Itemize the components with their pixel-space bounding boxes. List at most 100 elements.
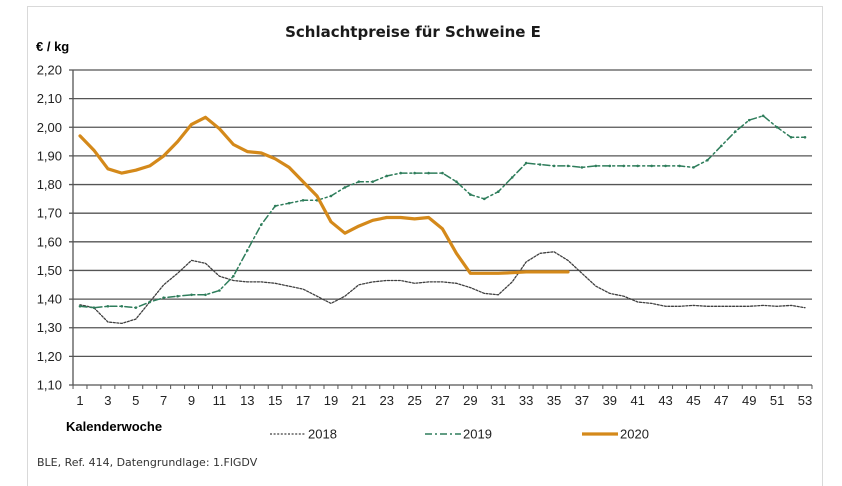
x-tick-label: 49 <box>742 393 756 408</box>
x-axis-label: Kalenderwoche <box>66 419 162 434</box>
data-point-2019 <box>581 166 584 169</box>
data-point-2019 <box>567 165 570 168</box>
legend-label-2019: 2019 <box>463 427 492 442</box>
data-point-2019 <box>692 166 695 169</box>
data-point-2019 <box>804 136 807 139</box>
data-point-2019 <box>511 176 514 179</box>
series-line-2018 <box>80 252 805 324</box>
data-point-2019 <box>413 172 416 175</box>
x-tick-label: 7 <box>160 393 167 408</box>
gridlines <box>69 70 812 356</box>
x-tick-label: 13 <box>240 393 254 408</box>
x-tick-label: 35 <box>547 393 561 408</box>
y-tick-label: 1,20 <box>37 349 62 364</box>
legend-item-2018: 2018 <box>270 427 337 442</box>
data-point-2019 <box>497 190 500 193</box>
data-point-2019 <box>274 205 277 208</box>
series-line-2019 <box>80 116 805 308</box>
series-lines <box>79 115 807 324</box>
x-tick-label: 45 <box>686 393 700 408</box>
data-point-2019 <box>107 305 110 308</box>
x-tick-label: 47 <box>714 393 728 408</box>
data-point-2019 <box>469 193 472 196</box>
data-point-2019 <box>664 165 667 168</box>
data-point-2019 <box>344 186 347 189</box>
data-point-2019 <box>93 306 96 309</box>
data-point-2019 <box>441 172 444 175</box>
y-axis-unit-label: € / kg <box>36 39 69 54</box>
x-tick-label: 17 <box>296 393 310 408</box>
series-2020 <box>80 117 568 273</box>
x-tick-label: 9 <box>188 393 195 408</box>
data-point-2019 <box>483 198 486 201</box>
series-line-2020 <box>80 117 568 273</box>
data-point-2019 <box>790 136 793 139</box>
x-tick-label: 5 <box>132 393 139 408</box>
x-tick-label: 33 <box>519 393 533 408</box>
data-point-2019 <box>650 165 653 168</box>
data-point-2019 <box>455 180 458 183</box>
x-tick-label: 31 <box>491 393 505 408</box>
data-point-2019 <box>539 163 542 166</box>
x-tick-label: 21 <box>352 393 366 408</box>
data-point-2019 <box>218 289 221 292</box>
y-tick-label: 1,70 <box>37 206 62 221</box>
y-tick-label: 2,20 <box>37 63 62 78</box>
x-tick-label: 53 <box>798 393 812 408</box>
data-point-2019 <box>776 126 779 129</box>
y-tick-label: 1,50 <box>37 263 62 278</box>
legend-label-2018: 2018 <box>308 427 337 442</box>
data-point-2019 <box>302 199 305 202</box>
data-point-2019 <box>636 165 639 168</box>
data-point-2019 <box>190 293 193 296</box>
series-2019 <box>79 115 807 309</box>
data-point-2019 <box>720 145 723 148</box>
x-tick-label: 1 <box>76 393 83 408</box>
x-tick-label: 37 <box>575 393 589 408</box>
chart-title: Schlachtpreise für Schweine E <box>285 23 541 41</box>
series-2018 <box>80 252 805 324</box>
data-point-2019 <box>148 301 151 304</box>
data-point-2019 <box>162 296 165 299</box>
y-tick-label: 2,10 <box>37 91 62 106</box>
data-point-2019 <box>232 275 235 278</box>
legend-item-2019: 2019 <box>425 427 492 442</box>
x-tick-label: 25 <box>407 393 421 408</box>
data-point-2019 <box>399 172 402 175</box>
y-tick-label: 1,80 <box>37 177 62 192</box>
data-point-2019 <box>609 165 612 168</box>
data-point-2019 <box>371 180 374 183</box>
data-point-2019 <box>121 305 124 308</box>
x-tick-label: 11 <box>213 393 227 408</box>
data-point-2019 <box>525 162 528 165</box>
y-tick-label: 1,90 <box>37 148 62 163</box>
data-point-2019 <box>595 165 598 168</box>
data-point-2019 <box>176 295 179 298</box>
data-point-2019 <box>385 175 388 178</box>
data-point-2019 <box>79 305 82 308</box>
x-tick-label: 15 <box>268 393 282 408</box>
legend-item-2020: 2020 <box>582 427 649 442</box>
legend-label-2020: 2020 <box>620 427 649 442</box>
x-tick-label: 19 <box>324 393 338 408</box>
x-tick-label: 41 <box>630 393 644 408</box>
data-point-2019 <box>748 119 751 122</box>
data-point-2019 <box>288 202 291 205</box>
data-point-2019 <box>134 306 137 309</box>
data-point-2019 <box>358 180 361 183</box>
legend: 2018 2019 2020 <box>270 427 649 442</box>
y-axis-ticks: 1,101,201,301,401,501,601,701,801,902,00… <box>37 63 62 393</box>
y-tick-label: 1,10 <box>37 378 62 393</box>
source-note: BLE, Ref. 414, Datengrundlage: 1.FlGDV <box>37 456 258 469</box>
data-point-2019 <box>622 165 625 168</box>
data-point-2019 <box>330 195 333 198</box>
x-tick-label: 29 <box>463 393 477 408</box>
y-tick-label: 1,40 <box>37 292 62 307</box>
y-tick-label: 2,00 <box>37 120 62 135</box>
y-tick-label: 1,30 <box>37 320 62 335</box>
data-point-2019 <box>427 172 430 175</box>
data-point-2019 <box>204 293 207 296</box>
x-tick-label: 23 <box>379 393 393 408</box>
